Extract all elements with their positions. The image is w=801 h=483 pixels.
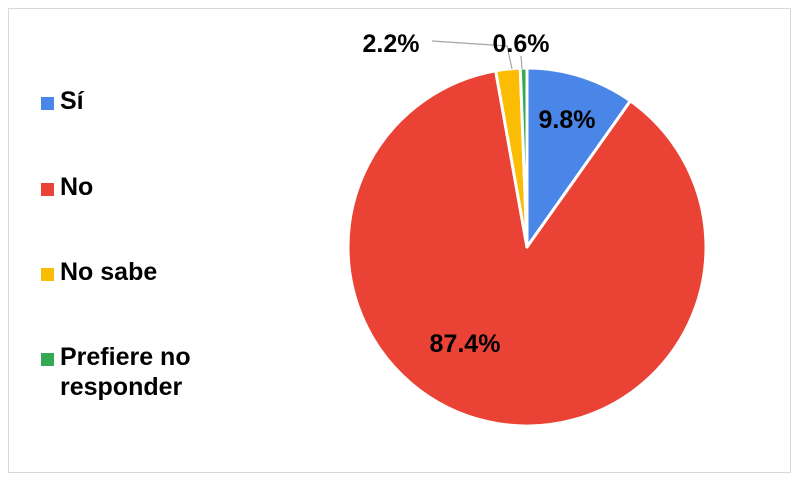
data-label-no: 87.4%: [430, 330, 501, 358]
data-label-si: 9.8%: [539, 106, 596, 134]
legend-label-no-sabe: No sabe: [60, 258, 158, 286]
pie-slice-prefiere-no-responder: [518, 66, 529, 249]
legend-label-prefiere-no-responder: Prefiere no responder: [60, 343, 191, 401]
data-labels: 9.8% 87.4% 2.2% 0.6%: [363, 30, 596, 358]
leader-line-prefiere-no-responder: [520, 55, 523, 70]
data-label-no-sabe: 2.2%: [363, 30, 420, 58]
pie-slices: [346, 66, 708, 428]
pie-slice-si: [525, 66, 632, 249]
data-label-prefiere-no-responder: 0.6%: [493, 30, 550, 58]
legend-label-no: No: [60, 173, 94, 201]
legend-item-no-sabe: No sabe: [41, 257, 260, 287]
legend-label-si: Sí: [60, 87, 84, 115]
leader-lines: [431, 40, 523, 70]
chart-frame: [8, 8, 791, 473]
legend-item-prefiere-no-responder: Prefiere no responder: [41, 342, 230, 402]
legend-item-si: Sí: [41, 86, 260, 116]
legend-swatch-si: [41, 97, 54, 110]
legend-swatch-prefiere-no-responder: [41, 353, 54, 366]
legend-swatch-no-sabe: [41, 268, 54, 281]
legend-item-no: No: [41, 172, 260, 202]
legend-swatch-no: [41, 183, 54, 196]
leader-line-no-sabe: [431, 40, 513, 70]
